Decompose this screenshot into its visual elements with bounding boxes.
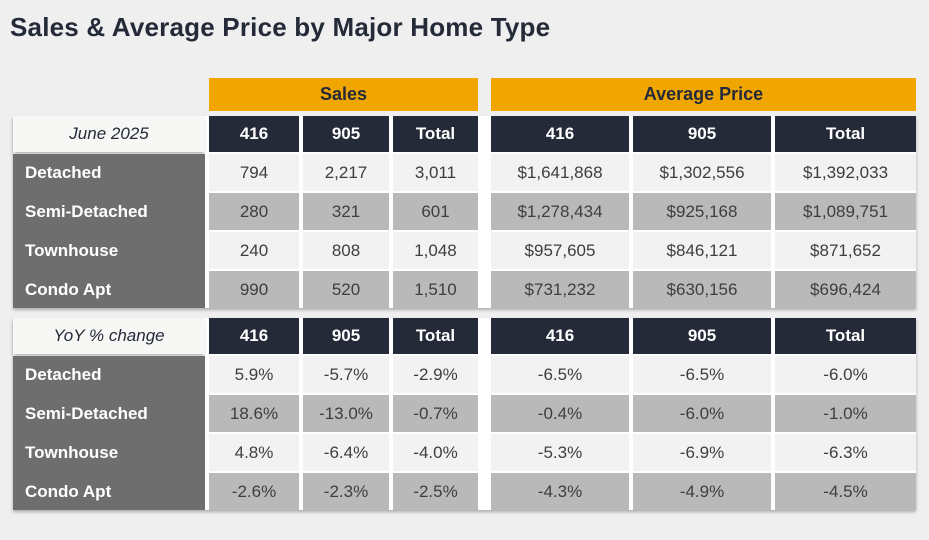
cell-townhouse-avg-price-905: -6.9% xyxy=(633,434,771,471)
cell-condo-apt-avg-price-905: $630,156 xyxy=(633,271,771,308)
col-header-416: 416 xyxy=(209,318,299,354)
group-header-band: Sales Average Price xyxy=(13,78,916,111)
row-label-column-background xyxy=(13,356,205,510)
cell-condo-apt-avg-price-905: -4.9% xyxy=(633,473,771,510)
cell-semi-detached-avg-price-total: -1.0% xyxy=(775,395,916,432)
cell-detached-avg-price-416: -6.5% xyxy=(491,356,629,393)
cell-townhouse-avg-price-416: -5.3% xyxy=(491,434,629,471)
cell-semi-detached-avg-price-total: $1,089,751 xyxy=(775,193,916,230)
row-label-townhouse: Townhouse xyxy=(25,442,119,462)
col-header-905: 905 xyxy=(303,116,389,152)
row-label-townhouse: Townhouse xyxy=(25,240,119,260)
cell-detached-sales-total: -2.9% xyxy=(393,356,478,393)
cell-detached-avg-price-416: $1,641,868 xyxy=(491,154,629,191)
row-label-semi-detached: Semi-Detached xyxy=(25,201,148,221)
corner-label-june-2025: June 2025 xyxy=(13,116,205,152)
cell-semi-detached-sales-416: 280 xyxy=(209,193,299,230)
cell-condo-apt-sales-416: 990 xyxy=(209,271,299,308)
cell-condo-apt-sales-416: -2.6% xyxy=(209,473,299,510)
col-header-416: 416 xyxy=(491,318,629,354)
col-header-total: Total xyxy=(393,116,478,152)
row-label-semi-detached: Semi-Detached xyxy=(25,403,148,423)
cell-townhouse-sales-905: -6.4% xyxy=(303,434,389,471)
data-grid: YoY % change 416 905 Total 416 905 Total Detach… xyxy=(13,318,916,510)
cell-semi-detached-avg-price-905: -6.0% xyxy=(633,395,771,432)
cell-townhouse-sales-total: -4.0% xyxy=(393,434,478,471)
cell-detached-avg-price-905: $1,302,556 xyxy=(633,154,771,191)
cell-semi-detached-sales-416: 18.6% xyxy=(209,395,299,432)
cell-townhouse-avg-price-905: $846,121 xyxy=(633,232,771,269)
cell-condo-apt-avg-price-416: $731,232 xyxy=(491,271,629,308)
cell-condo-apt-avg-price-total: -4.5% xyxy=(775,473,916,510)
corner-label-yoy-change: YoY % change xyxy=(13,318,205,354)
row-label-detached: Detached xyxy=(25,364,102,384)
cell-townhouse-avg-price-total: -6.3% xyxy=(775,434,916,471)
row-label-detached: Detached xyxy=(25,162,102,182)
cell-semi-detached-avg-price-416: $1,278,434 xyxy=(491,193,629,230)
cell-townhouse-sales-416: 4.8% xyxy=(209,434,299,471)
cell-detached-sales-905: -5.7% xyxy=(303,356,389,393)
cell-semi-detached-sales-905: -13.0% xyxy=(303,395,389,432)
cell-detached-avg-price-905: -6.5% xyxy=(633,356,771,393)
group-header-average-price: Average Price xyxy=(491,78,916,111)
cell-semi-detached-sales-total: 601 xyxy=(393,193,478,230)
table-june-2025: Sales Average Price June 2025 416 905 Total 41… xyxy=(13,78,916,308)
row-label-column-background xyxy=(13,154,205,308)
cell-condo-apt-avg-price-416: -4.3% xyxy=(491,473,629,510)
cell-semi-detached-avg-price-416: -0.4% xyxy=(491,395,629,432)
group-header-sales: Sales xyxy=(209,78,478,111)
cell-condo-apt-sales-905: 520 xyxy=(303,271,389,308)
cell-condo-apt-avg-price-total: $696,424 xyxy=(775,271,916,308)
col-header-total: Total xyxy=(775,318,916,354)
cell-townhouse-avg-price-total: $871,652 xyxy=(775,232,916,269)
cell-detached-sales-905: 2,217 xyxy=(303,154,389,191)
table-yoy-change: YoY % change 416 905 Total 416 905 Total Detach… xyxy=(13,318,916,510)
cell-condo-apt-sales-905: -2.3% xyxy=(303,473,389,510)
cell-detached-sales-416: 794 xyxy=(209,154,299,191)
col-header-416: 416 xyxy=(209,116,299,152)
cell-townhouse-avg-price-416: $957,605 xyxy=(491,232,629,269)
cell-townhouse-sales-total: 1,048 xyxy=(393,232,478,269)
col-header-total: Total xyxy=(775,116,916,152)
cell-detached-sales-416: 5.9% xyxy=(209,356,299,393)
cell-townhouse-sales-416: 240 xyxy=(209,232,299,269)
cell-semi-detached-sales-total: -0.7% xyxy=(393,395,478,432)
cell-semi-detached-sales-905: 321 xyxy=(303,193,389,230)
cell-townhouse-sales-905: 808 xyxy=(303,232,389,269)
row-label-condo-apt: Condo Apt xyxy=(25,279,112,299)
col-header-total: Total xyxy=(393,318,478,354)
cell-detached-avg-price-total: -6.0% xyxy=(775,356,916,393)
col-header-905: 905 xyxy=(633,116,771,152)
cell-condo-apt-sales-total: 1,510 xyxy=(393,271,478,308)
page-title: Sales & Average Price by Major Home Type xyxy=(10,12,551,42)
cell-detached-sales-total: 3,011 xyxy=(393,154,478,191)
data-grid: June 2025 416 905 Total 416 905 Total Detached 7… xyxy=(13,116,916,308)
cell-detached-avg-price-total: $1,392,033 xyxy=(775,154,916,191)
col-header-905: 905 xyxy=(633,318,771,354)
row-label-condo-apt: Condo Apt xyxy=(25,481,112,501)
cell-condo-apt-sales-total: -2.5% xyxy=(393,473,478,510)
cell-semi-detached-avg-price-905: $925,168 xyxy=(633,193,771,230)
col-header-905: 905 xyxy=(303,318,389,354)
col-header-416: 416 xyxy=(491,116,629,152)
tables-container: Sales Average Price June 2025 416 905 Total 41… xyxy=(13,78,916,520)
